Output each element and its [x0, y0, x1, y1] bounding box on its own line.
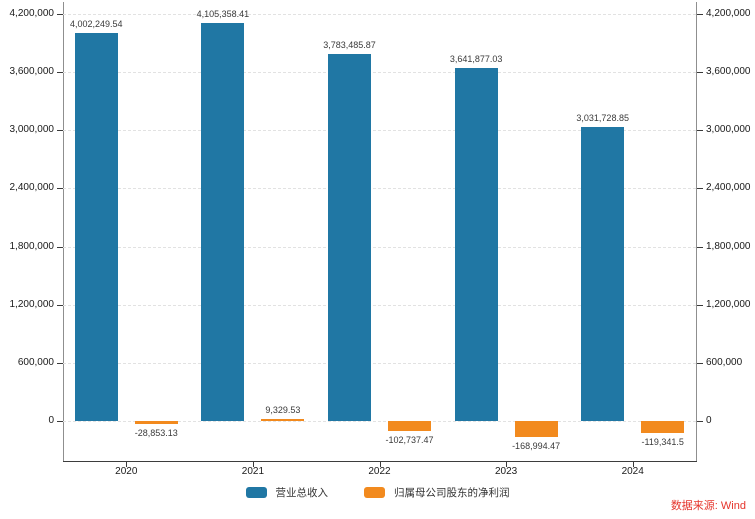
bar-value-revenue-2022: 3,783,485.87: [323, 40, 376, 51]
bar-value-net-profit-2020: -28,853.13: [134, 427, 178, 438]
x-axis-tick: [126, 462, 128, 467]
y-axis-label-right: 3,600,000: [706, 66, 751, 78]
y-axis-tick-left: [57, 421, 63, 422]
y-axis-tick-right: [697, 188, 703, 190]
legend: 营业总收入 归属母公司股东的净利润: [0, 485, 755, 500]
y-axis-right: [696, 2, 697, 461]
bar-value-revenue-2024: 3,031,728.85: [576, 113, 629, 124]
y-axis-label-right: 600,000: [706, 356, 743, 368]
y-axis-tick-left: [57, 72, 63, 74]
x-axis-label: 2022: [368, 466, 391, 477]
legend-label-revenue: 营业总收入: [275, 487, 329, 499]
gridline: [63, 246, 696, 248]
y-axis-label-right: 0: [706, 415, 712, 426]
bar-revenue-2020: [74, 33, 118, 421]
y-axis-tick-left: [57, 362, 63, 364]
bar-value-revenue-2023: 3,641,877.03: [449, 54, 503, 65]
y-axis-label-left: 3,000,000: [9, 124, 55, 136]
y-axis-label-left: 3,600,000: [9, 66, 55, 78]
x-axis-tick: [632, 462, 634, 467]
gridline: [63, 421, 696, 422]
x-axis-tick: [252, 462, 254, 467]
y-axis-tick-left: [57, 304, 63, 306]
bar-value-revenue-2020: 4,002,249.54: [70, 19, 123, 30]
bar-revenue-2023: [454, 68, 498, 421]
bar-value-net-profit-2024: -119,341.5: [641, 436, 684, 447]
y-axis-label-left: 600,000: [17, 356, 54, 368]
legend-item-net-profit: 归属母公司股东的净利润: [364, 485, 510, 500]
y-axis-label-left: 1,200,000: [9, 298, 55, 310]
y-axis-label-left: 4,200,000: [9, 8, 55, 19]
legend-swatch-revenue: [245, 487, 267, 498]
gridline: [63, 72, 696, 74]
y-axis-label-left: 0: [48, 415, 54, 426]
x-axis-label: 2024: [621, 466, 644, 477]
bar-value-revenue-2021: 4,105,358.41: [196, 9, 250, 20]
y-axis-tick-right: [697, 14, 703, 15]
bar-net-profit-2022: [388, 421, 431, 431]
gridline: [63, 14, 696, 15]
x-axis-tick: [379, 462, 381, 467]
x-axis-label: 2020: [115, 466, 138, 477]
bar-revenue-2021: [201, 23, 245, 421]
y-axis-tick-right: [697, 421, 703, 422]
x-axis-label: 2021: [241, 466, 265, 477]
legend-label-net-profit: 归属母公司股东的净利润: [394, 487, 510, 499]
y-axis-label-right: 4,200,000: [706, 8, 751, 19]
y-axis-tick-left: [57, 14, 63, 15]
bar-net-profit-2021: [261, 419, 305, 421]
y-axis-tick-left: [57, 188, 63, 190]
bar-net-profit-2024: [641, 421, 685, 433]
x-axis-label: 2023: [494, 466, 518, 477]
y-axis-label-left: 1,800,000: [9, 240, 55, 252]
y-axis-tick-left: [57, 130, 63, 132]
bar-value-net-profit-2023: -168,994.47: [512, 441, 561, 452]
gridline: [63, 130, 696, 132]
y-axis-label-right: 3,000,000: [706, 124, 751, 136]
bar-net-profit-2020: [134, 421, 178, 424]
y-axis-label-left: 2,400,000: [9, 182, 55, 194]
source-note: 数据来源: Wind: [670, 500, 746, 512]
y-axis-label-right: 1,800,000: [706, 240, 751, 252]
y-axis-left: [63, 2, 64, 461]
y-axis-label-right: 1,200,000: [706, 298, 751, 310]
bar-revenue-2022: [328, 54, 371, 421]
y-axis-label-right: 2,400,000: [706, 182, 751, 194]
y-axis-tick-left: [57, 246, 63, 248]
y-axis-tick-right: [697, 72, 703, 74]
legend-swatch-net-profit: [364, 487, 385, 498]
gridline: [63, 304, 696, 306]
bar-revenue-2024: [581, 127, 625, 421]
x-axis: [63, 461, 697, 462]
y-axis-tick-right: [697, 362, 703, 364]
gridline: [63, 362, 696, 364]
bar-value-net-profit-2022: -102,737.47: [385, 434, 434, 445]
bar-value-net-profit-2021: 9,329.53: [265, 405, 301, 415]
y-axis-tick-right: [697, 130, 703, 132]
y-axis-tick-right: [697, 304, 703, 306]
legend-item-revenue: 营业总收入: [245, 485, 329, 500]
y-axis-tick-right: [697, 246, 703, 248]
x-axis-tick: [506, 462, 508, 467]
bar-net-profit-2023: [514, 421, 558, 438]
gridline: [63, 188, 696, 190]
